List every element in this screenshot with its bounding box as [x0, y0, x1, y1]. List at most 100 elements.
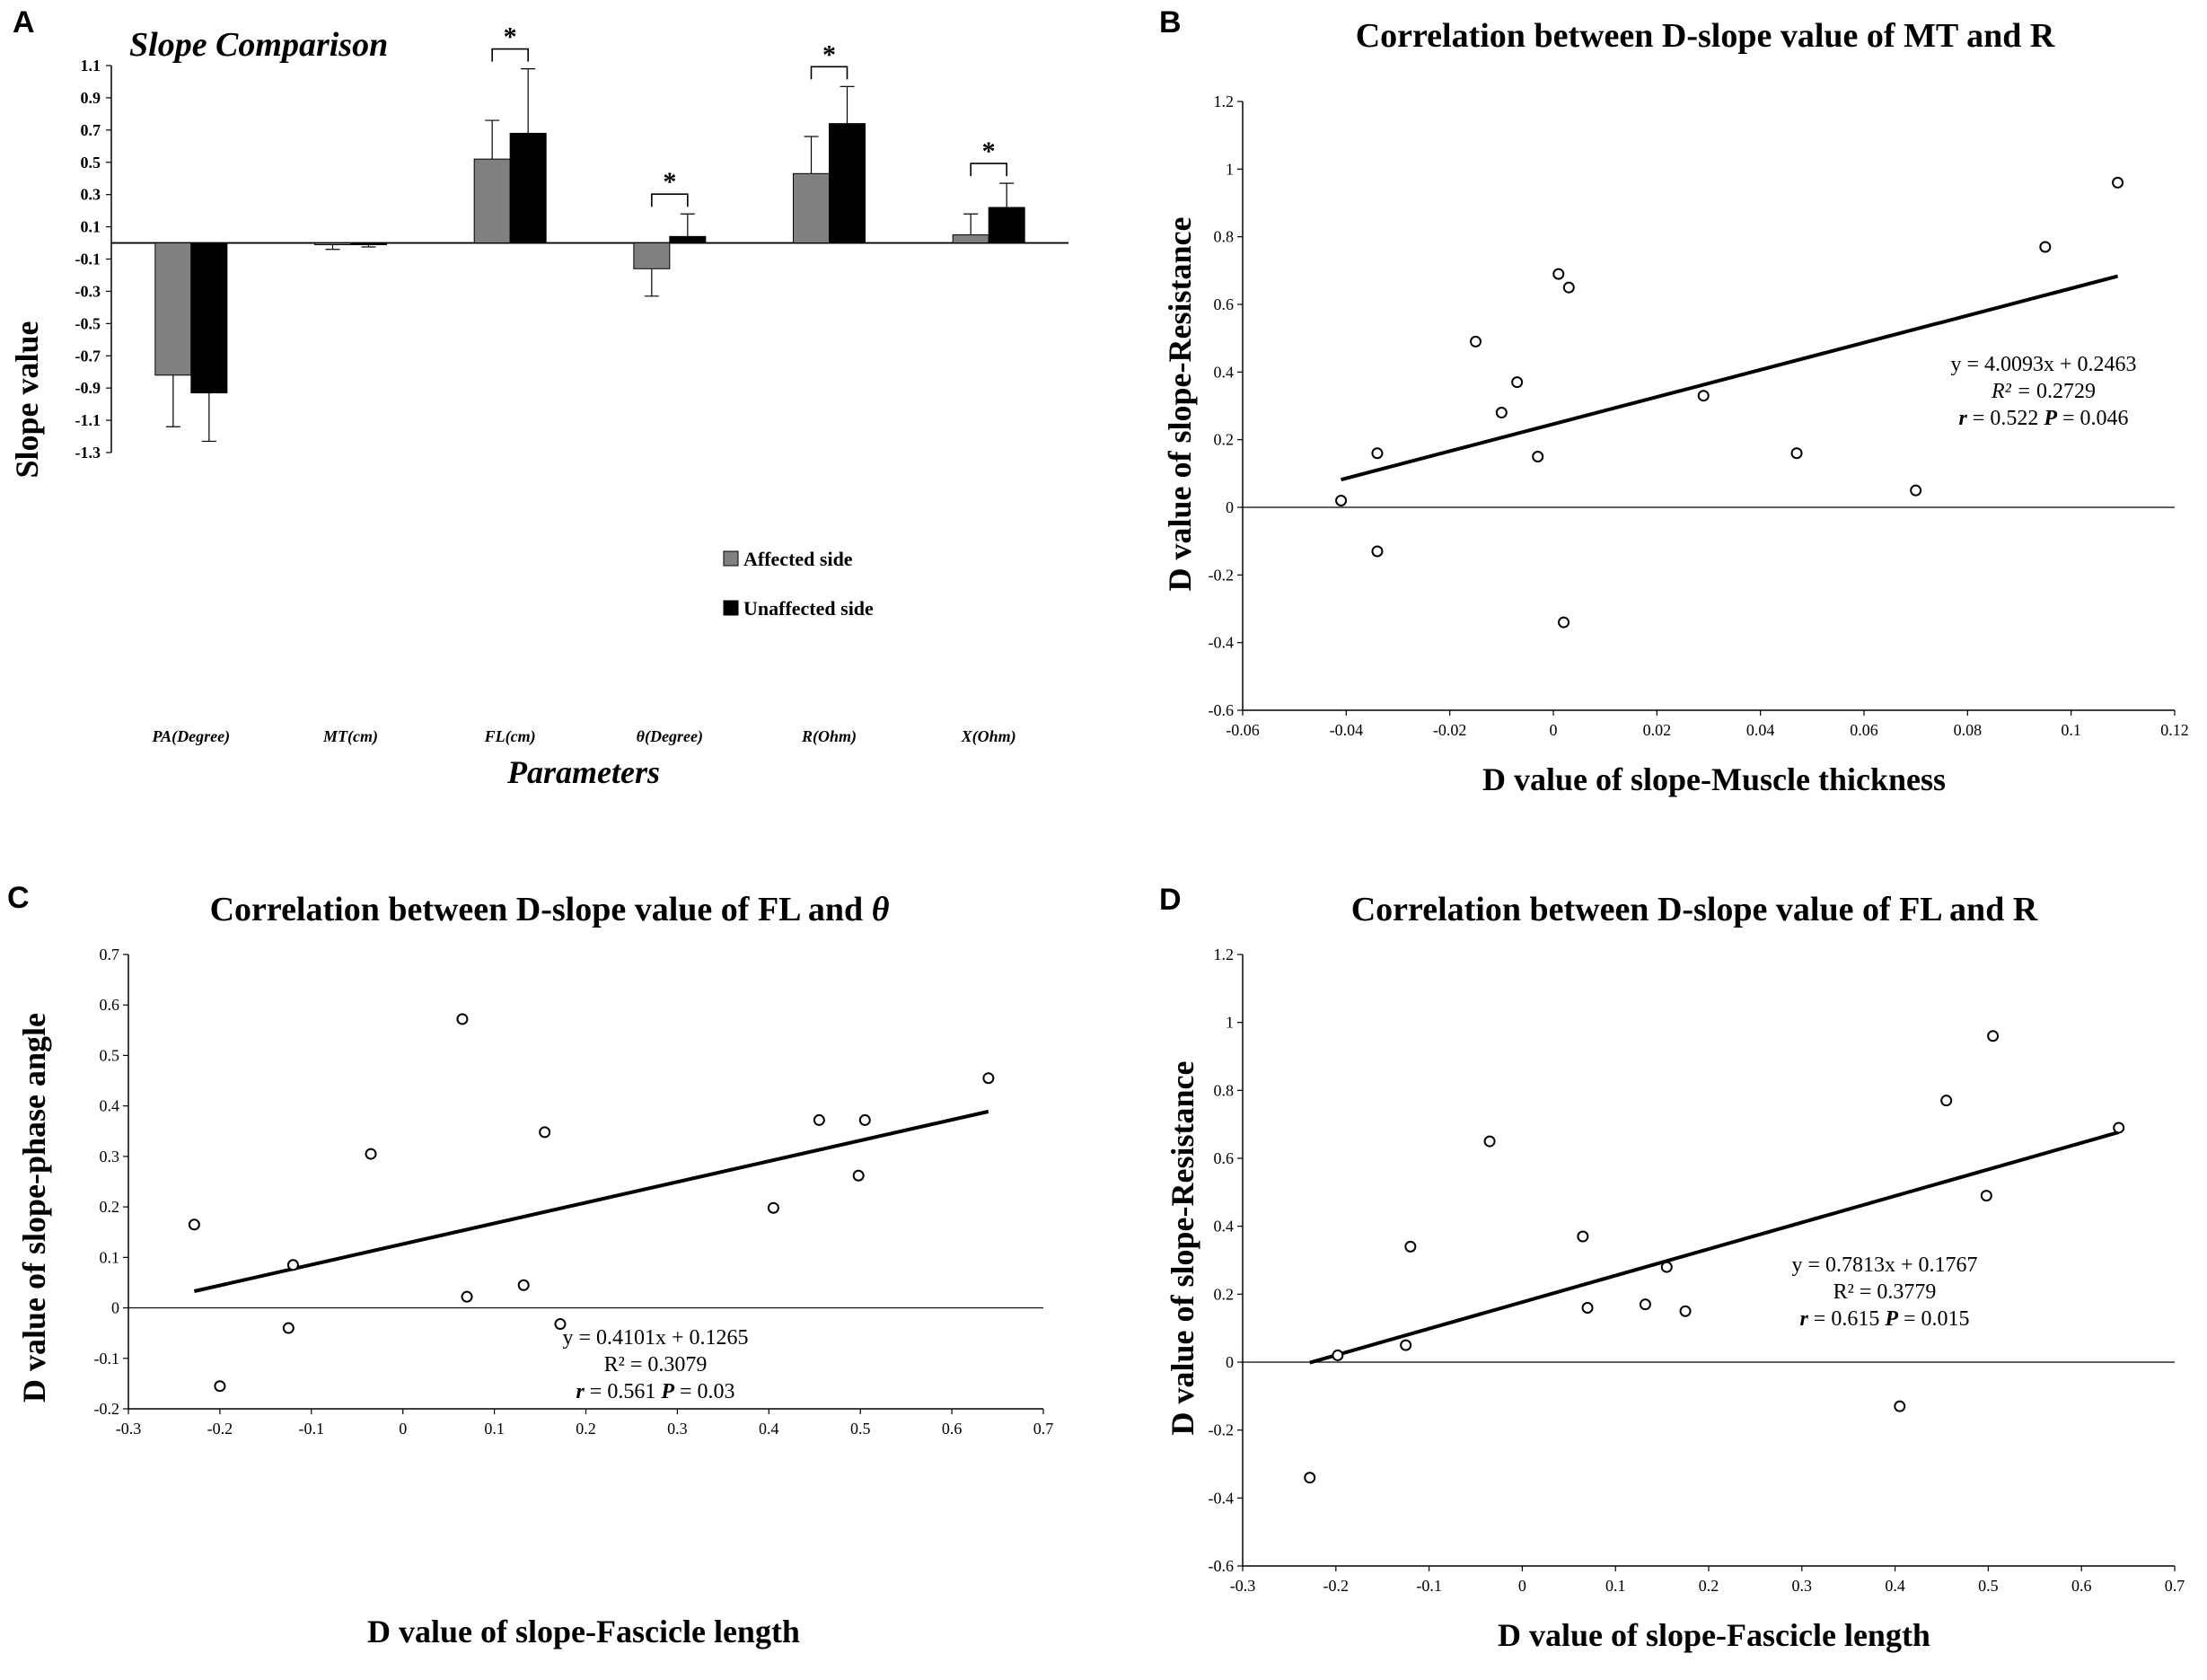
- significance-star: *: [504, 22, 517, 52]
- legend-label: Affected side: [743, 548, 853, 570]
- x-tick-label: -0.2: [207, 1420, 233, 1438]
- y-tick-label: -0.4: [1209, 634, 1235, 652]
- panel-a: A Slope Comparison 1.1 0.9 0.7 0.5 0.3 0.1 -0.1…: [0, 0, 1104, 840]
- y-tick-label: 0: [111, 1299, 119, 1317]
- x-tick-label: 0.1: [1605, 1577, 1626, 1595]
- data-point: [1987, 1030, 2000, 1042]
- panel-letter-c: C: [7, 881, 30, 915]
- y-axis-label: D value of slope-phase angle: [16, 1013, 52, 1403]
- x-tick-label: 0.4: [1885, 1577, 1905, 1595]
- data-point: [2112, 176, 2124, 189]
- y-tick-label: 0.2: [1214, 431, 1235, 449]
- x-tick-label: 0.7: [2165, 1577, 2185, 1595]
- y-axis-label: D value of slope-Resistance: [1165, 1061, 1200, 1436]
- significance-bracket: [491, 48, 529, 62]
- r-name: r: [576, 1380, 585, 1403]
- y-tick-label: 0.4: [100, 1097, 120, 1115]
- bar: [669, 235, 707, 244]
- y-tick-label: -0.1: [94, 1350, 120, 1368]
- y-tick-label: 0.1: [81, 218, 101, 236]
- r-squared-name: R² =: [604, 1353, 648, 1377]
- data-point: [1532, 451, 1544, 462]
- trendline: [1309, 1130, 2120, 1365]
- significance-bracket: [970, 163, 1007, 177]
- chart-title: Correlation between D-slope value of MT …: [1356, 17, 2055, 55]
- p-name: P: [1884, 1307, 1898, 1331]
- y-axis-label: Slope value: [9, 321, 45, 478]
- data-point: [1511, 376, 1524, 389]
- significance-bracket: [810, 66, 849, 80]
- x-tick-label: PA(Degree): [152, 727, 231, 746]
- equation-label: y = 0.4101x + 0.1265: [562, 1326, 748, 1350]
- y-tick-label: 0.5: [81, 154, 101, 172]
- panel-letter-a: A: [13, 5, 35, 40]
- y-tick-label: 0.8: [1214, 228, 1235, 246]
- chart-title: Slope Comparison: [129, 26, 388, 64]
- bar: [633, 242, 671, 269]
- p-value: = 0.015: [1898, 1307, 1970, 1331]
- data-point: [813, 1113, 825, 1126]
- y-tick-label: 0.4: [1214, 363, 1235, 381]
- data-point: [1980, 1190, 1992, 1202]
- y-tick-label: -0.2: [94, 1400, 120, 1418]
- y-tick-label: 0.3: [100, 1148, 120, 1165]
- data-point: [1404, 1240, 1417, 1253]
- x-tick-label: -0.1: [299, 1420, 325, 1438]
- x-tick-label: 0.1: [484, 1420, 505, 1438]
- x-tick-label: 0.2: [1699, 1577, 1719, 1595]
- r-squared-label: R² = 0.2729: [1991, 380, 2096, 403]
- x-tick-label: 0.04: [1746, 721, 1775, 739]
- y-tick-label: -0.2: [1209, 566, 1235, 584]
- equation-label: y = 4.0093x + 0.2463: [1950, 353, 2136, 376]
- bar: [509, 132, 547, 244]
- data-point: [282, 1322, 295, 1334]
- y-tick-label: 1.2: [1214, 92, 1235, 110]
- data-point: [461, 1290, 473, 1303]
- y-tick-label: 0.9: [81, 89, 101, 107]
- y-tick-label: 1: [1226, 160, 1234, 178]
- data-point: [1894, 1400, 1906, 1412]
- bar: [793, 172, 830, 244]
- data-point: [554, 1318, 567, 1331]
- x-tick-label: 0.4: [759, 1420, 779, 1438]
- x-tick-label: 0.12: [2160, 721, 2189, 739]
- chart-title-symbol: θ: [872, 891, 890, 928]
- y-tick-label: -0.9: [75, 379, 101, 397]
- data-point: [2039, 241, 2052, 253]
- r-p-label: r = 0.522 P = 0.046: [1958, 407, 2128, 430]
- data-point: [1790, 447, 1803, 460]
- y-tick-label: 0.7: [81, 121, 101, 139]
- r-squared-name: R² =: [1991, 380, 2036, 403]
- x-tick-label: 0: [1550, 721, 1558, 739]
- y-tick-label: 0.1: [100, 1248, 120, 1266]
- x-tick-label: R(Ohm): [801, 727, 857, 746]
- panel-d: D Correlation between D-slope value of F…: [1104, 840, 2207, 1680]
- r-value: = 0.561: [585, 1380, 662, 1403]
- data-point: [858, 1113, 871, 1126]
- data-point: [1304, 1472, 1316, 1484]
- data-point: [1400, 1339, 1412, 1351]
- y-tick-label: 0.4: [1214, 1218, 1235, 1236]
- panel-letter-b: B: [1159, 5, 1182, 40]
- data-point: [1562, 281, 1575, 294]
- r-p-label: r = 0.561 P = 0.03: [576, 1380, 734, 1403]
- data-point: [456, 1013, 469, 1025]
- equation-label: y = 0.7813x + 0.1767: [1791, 1253, 1977, 1277]
- x-tick-label: θ(Degree): [637, 727, 703, 746]
- y-tick-label: 1.1: [81, 57, 101, 75]
- x-tick-label: 0.08: [1954, 721, 1983, 739]
- data-point: [517, 1279, 530, 1291]
- x-tick-label: 0.5: [1978, 1577, 1999, 1595]
- x-tick-label: 0.1: [2061, 721, 2081, 739]
- y-tick-label: 0.7: [100, 946, 120, 963]
- data-point: [1940, 1095, 1953, 1107]
- x-axis-label: D value of slope-Fascicle length: [367, 1614, 800, 1649]
- r-name: r: [1799, 1307, 1808, 1331]
- y-tick-label: 0.3: [81, 186, 101, 204]
- y-tick-label: 0.2: [1214, 1285, 1235, 1303]
- trendline: [1341, 274, 2119, 482]
- data-point: [1332, 1349, 1344, 1361]
- x-tick-label: 0: [1518, 1577, 1526, 1595]
- data-point: [1335, 494, 1348, 506]
- data-point: [1660, 1261, 1673, 1273]
